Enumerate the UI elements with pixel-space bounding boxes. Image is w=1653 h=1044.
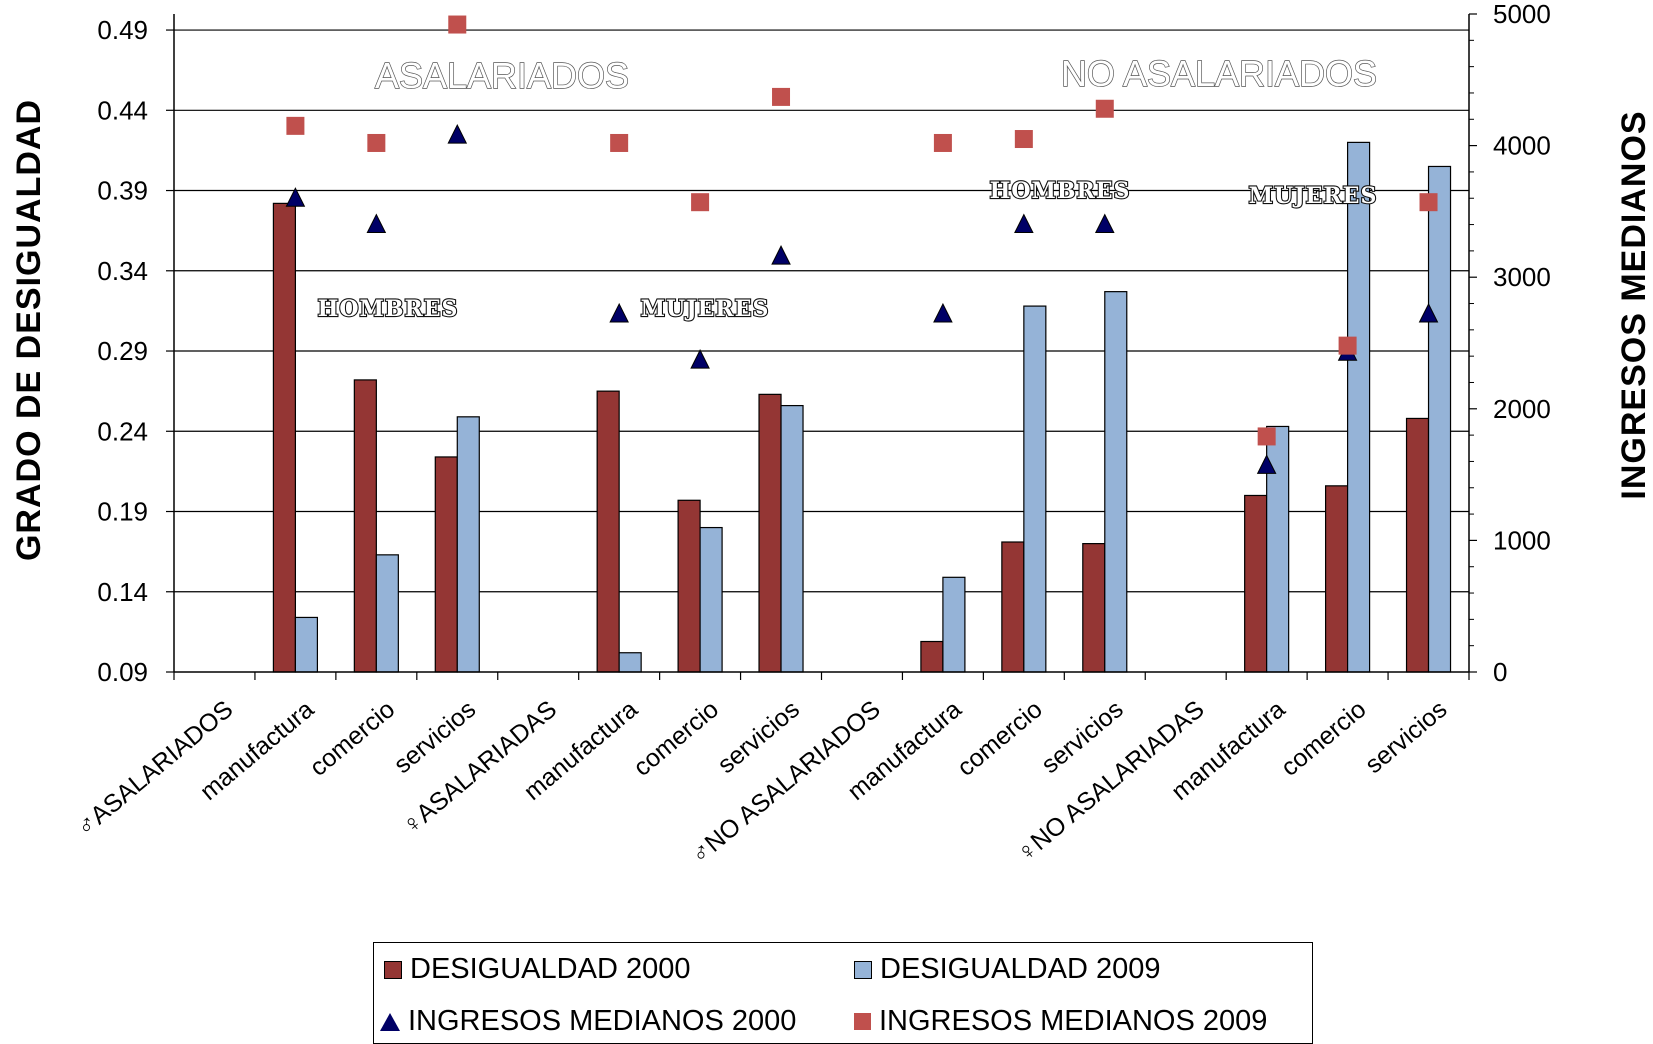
marker-ingresos-2000: [771, 245, 791, 265]
y2-axis-title: INGRESOS MEDIANOS: [1615, 110, 1653, 499]
marker-ingresos-2009: [772, 87, 791, 106]
legend-label: DESIGUALDAD 2009: [880, 953, 1161, 985]
legend-swatch-2009-bar: [854, 960, 872, 979]
bar-desigualdad-2009: [1023, 305, 1047, 673]
marker-ingresos-2000: [1256, 454, 1277, 474]
category-label: comercio: [1276, 695, 1372, 782]
y-tick-label: 0.14: [97, 577, 148, 607]
bar-desigualdad-2000: [1082, 543, 1106, 673]
y2-tick-label: 3000: [1493, 262, 1551, 292]
marker-ingresos-2000: [285, 187, 306, 207]
bar-desigualdad-2009: [780, 404, 804, 673]
marker-ingresos-2009: [933, 133, 952, 152]
legend-item-desigualdad-2009: DESIGUALDAD 2009: [854, 953, 1160, 986]
marker-ingresos-2009: [691, 193, 710, 212]
marker-ingresos-2009: [1014, 130, 1033, 149]
legend-item-ingresos-2000: INGRESOS MEDIANOS 2000: [380, 1005, 796, 1038]
annotation-asalariados: ASALARIADOS: [375, 55, 629, 96]
bar-desigualdad-2009: [1427, 165, 1452, 673]
bar-desigualdad-2000: [1324, 485, 1349, 673]
y2-tick-label: 2000: [1493, 394, 1551, 424]
bar-desigualdad-2000: [1244, 494, 1268, 673]
marker-ingresos-2009: [1095, 99, 1114, 118]
category-label: comercio: [952, 695, 1048, 782]
legend-swatch-2000-bar: [384, 960, 402, 979]
triangle-marker-icon: [380, 1012, 400, 1031]
annotation-mujeres-asalariadas: MUJERES: [641, 296, 770, 322]
annotation-no-asalariados: NO ASALARIADOS: [1061, 53, 1377, 94]
marker-ingresos-2000: [1418, 302, 1439, 323]
bar-desigualdad-2009: [375, 554, 399, 673]
marker-ingresos-2009: [286, 116, 305, 135]
bar-desigualdad-2000: [677, 499, 701, 673]
legend-item-desigualdad-2000: DESIGUALDAD 2000: [384, 953, 690, 986]
marker-ingresos-2009: [1338, 336, 1357, 355]
bar-desigualdad-2009: [294, 616, 319, 673]
bar-desigualdad-2009: [1104, 291, 1128, 673]
legend: DESIGUALDAD 2000 DESIGUALDAD 2009 INGRES…: [373, 942, 1313, 1044]
marker-ingresos-2009: [1257, 427, 1276, 446]
marker-ingresos-2000: [1094, 213, 1115, 234]
annotation-mujeres-no-asalariadas: MUJERES: [1249, 183, 1378, 209]
marker-ingresos-2000: [690, 348, 710, 369]
marker-ingresos-2000: [366, 213, 387, 234]
y2-tick-label: 4000: [1493, 131, 1551, 161]
y-tick-label: 0.19: [97, 497, 148, 527]
legend-label: INGRESOS MEDIANOS 2009: [879, 1005, 1268, 1037]
legend-label: DESIGUALDAD 2000: [410, 953, 691, 985]
bar-desigualdad-2009: [699, 526, 723, 673]
legend-label: INGRESOS MEDIANOS 2000: [408, 1005, 797, 1037]
marker-ingresos-2009: [610, 133, 629, 152]
y2-tick-label: 1000: [1493, 525, 1551, 555]
y-tick-label: 0.09: [97, 657, 148, 687]
bar-desigualdad-2000: [434, 456, 458, 673]
marker-ingresos-2009: [1419, 193, 1438, 212]
bar-desigualdad-2009: [618, 652, 642, 673]
y2-tick-label: 0: [1493, 657, 1507, 687]
y-tick-label: 0.49: [97, 15, 148, 45]
bar-desigualdad-2000: [272, 202, 297, 673]
y-tick-label: 0.39: [97, 176, 148, 206]
annotation-hombres-no-asalariados: HOMBRES: [990, 178, 1131, 204]
marker-ingresos-2000: [447, 123, 468, 144]
y-tick-label: 0.24: [97, 416, 148, 446]
legend-item-ingresos-2009: INGRESOS MEDIANOS 2009: [854, 1005, 1267, 1038]
annotation-hombres-asalariados: HOMBRES: [318, 296, 459, 322]
category-label: comercio: [628, 695, 724, 782]
marker-ingresos-2000: [1014, 213, 1034, 234]
bar-desigualdad-2000: [920, 640, 944, 673]
bar-desigualdad-2009: [942, 576, 966, 673]
category-label: comercio: [305, 695, 401, 782]
bar-desigualdad-2000: [1405, 417, 1430, 673]
category-label: servicios: [1360, 695, 1452, 779]
square-marker-icon: [854, 1013, 871, 1030]
y-tick-label: 0.34: [97, 256, 148, 286]
marker-ingresos-2000: [933, 302, 953, 323]
bar-desigualdad-2009: [456, 416, 480, 673]
marker-ingresos-2000: [609, 302, 629, 323]
bars-layer: [272, 141, 1452, 673]
bar-desigualdad-2000: [353, 379, 377, 673]
marker-ingresos-2009: [367, 133, 386, 152]
y-tick-label: 0.29: [97, 336, 148, 366]
bar-desigualdad-2000: [1001, 541, 1025, 673]
y2-tick-label: 5000: [1493, 0, 1551, 29]
bar-desigualdad-2000: [596, 390, 620, 673]
gridlines: [174, 29, 1469, 593]
bar-desigualdad-2009: [1346, 141, 1371, 673]
marker-ingresos-2009: [448, 15, 467, 34]
y-tick-label: 0.44: [97, 95, 148, 125]
bar-desigualdad-2000: [758, 393, 782, 673]
y-axis-title: GRADO DE DESIGUALDAD: [10, 99, 48, 561]
markers-layer: [285, 15, 1439, 474]
